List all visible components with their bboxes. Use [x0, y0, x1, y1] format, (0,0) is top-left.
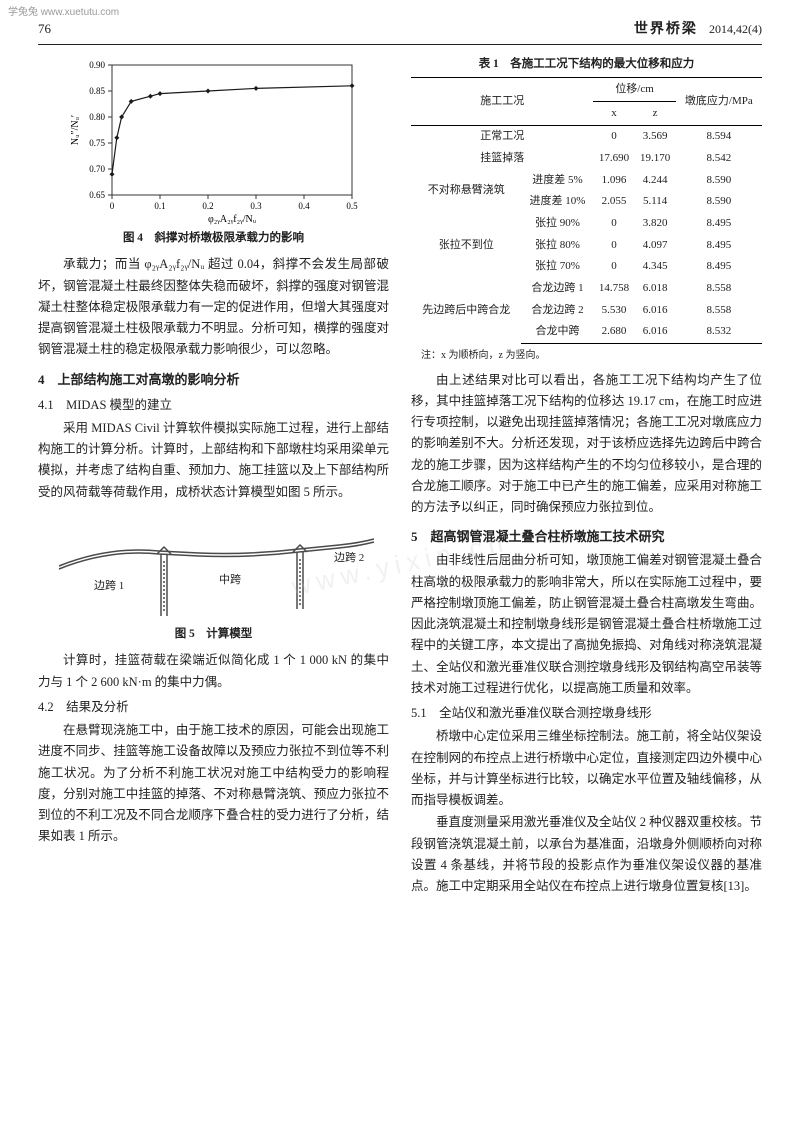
header: 76 世界桥梁 2014,42(4): [38, 18, 762, 45]
cell-s: 8.542: [676, 147, 762, 169]
svg-text:0.75: 0.75: [89, 138, 105, 148]
watermark-top: 学兔兔 www.xuetutu.com: [8, 4, 119, 21]
table-row: 张拉不到位张拉 90%03.8208.495: [411, 212, 762, 234]
section-4-head: 4 上部结构施工对高墩的影响分析: [38, 369, 389, 391]
table1-caption: 表 1 各施工工况下结构的最大位移和应力: [411, 55, 762, 75]
th-z: z: [635, 102, 676, 126]
svg-text:0.70: 0.70: [89, 164, 105, 174]
cell-z: 6.016: [635, 299, 676, 321]
cell-z: 3.569: [635, 125, 676, 147]
cell-z: 6.018: [635, 278, 676, 300]
left-column: 0.65 0.70 0.75 0.80 0.85 0.90 0 0.1 0.2 0.3 0.4 0.5…: [38, 55, 389, 899]
cell-cond: 进度差 10%: [521, 191, 593, 213]
cell-x: 5.530: [593, 299, 634, 321]
cell-cond: 合龙边跨 2: [521, 299, 593, 321]
cell-s: 8.495: [676, 212, 762, 234]
table-row: 先边跨后中跨合龙合龙边跨 114.7586.0188.558: [411, 278, 762, 300]
cell-cond: 正常工况: [411, 125, 593, 147]
cell-s: 8.495: [676, 256, 762, 278]
svg-text:0.5: 0.5: [346, 201, 358, 211]
page-number: 76: [38, 18, 51, 40]
section-5-head: 5 超高钢管混凝土叠合柱桥墩施工技术研究: [411, 526, 762, 548]
cell-cond: 张拉 90%: [521, 212, 593, 234]
svg-text:0.80: 0.80: [89, 112, 105, 122]
journal-title: 世界桥梁: [634, 22, 698, 37]
fig5-caption: 图 5 计算模型: [38, 625, 389, 645]
svg-text:0.65: 0.65: [89, 190, 105, 200]
figure-5-bridge: 边跨 1 中跨 边跨 2: [49, 511, 379, 621]
cell-z: 4.244: [635, 169, 676, 191]
label-mid-span: 中跨: [219, 573, 241, 586]
cell-x: 17.690: [593, 147, 634, 169]
cell-cond: 挂篮掉落: [411, 147, 593, 169]
svg-text:0: 0: [109, 201, 114, 211]
cell-z: 6.016: [635, 321, 676, 343]
th-x: x: [593, 102, 634, 126]
cell-s: 8.590: [676, 169, 762, 191]
label-left-span: 边跨 1: [94, 579, 124, 592]
cell-s: 8.558: [676, 278, 762, 300]
cell-cond: 张拉 70%: [521, 256, 593, 278]
cell-cond: 合龙边跨 1: [521, 278, 593, 300]
svg-text:Nᵤ″/Nᵤ′: Nᵤ″/Nᵤ′: [70, 115, 81, 145]
figure-4: 0.65 0.70 0.75 0.80 0.85 0.90 0 0.1 0.2 0.3 0.4 0.5…: [38, 55, 389, 249]
table1-note: 注：x 为顺桥向，z 为竖向。: [411, 347, 762, 364]
svg-text:0.2: 0.2: [202, 201, 213, 211]
para-hanger-load: 计算时，挂篮荷载在梁端近似简化成 1 个 1 000 kN 的集中力与 1 个 …: [38, 650, 389, 693]
table-row: 不对称悬臂浇筑进度差 5%1.0964.2448.590: [411, 169, 762, 191]
two-column-layout: 0.65 0.70 0.75 0.80 0.85 0.90 0 0.1 0.2 0.3 0.4 0.5…: [38, 55, 762, 899]
table-1: 施工工况 位移/cm 墩底应力/MPa x z 正常工况03.5698.594挂…: [411, 77, 762, 343]
table-row-group: 张拉不到位: [411, 212, 521, 277]
svg-text:φ₂ᵧA₂ᵧf₂ᵧ/Nᵤ: φ₂ᵧA₂ᵧf₂ᵧ/Nᵤ: [207, 214, 256, 225]
cell-x: 0: [593, 256, 634, 278]
table-row-group: 不对称悬臂浇筑: [411, 169, 521, 212]
svg-text:0.3: 0.3: [250, 201, 262, 211]
svg-text:0.1: 0.1: [154, 201, 165, 211]
para-nonlinear: 由非线性后屈曲分析可知，墩顶施工偏差对钢管混凝土叠合柱高墩的极限承载力的影响非常…: [411, 550, 762, 699]
svg-text:0.90: 0.90: [89, 60, 105, 70]
section-4-1-head: 4.1 MIDAS 模型的建立: [38, 395, 389, 416]
cell-s: 8.594: [676, 125, 762, 147]
th-condition: 施工工况: [411, 78, 593, 125]
cell-s: 8.590: [676, 191, 762, 213]
para-centering: 桥墩中心定位采用三维坐标控制法。施工前，将全站仪架设在控制网的布控点上进行桥墩中…: [411, 726, 762, 811]
cell-cond: 张拉 80%: [521, 234, 593, 256]
section-5-1-head: 5.1 全站仪和激光垂准仪联合测控墩身线形: [411, 703, 762, 724]
cell-cond: 进度差 5%: [521, 169, 593, 191]
right-column: 表 1 各施工工况下结构的最大位移和应力 施工工况 位移/cm 墩底应力/MPa…: [411, 55, 762, 899]
cell-z: 4.097: [635, 234, 676, 256]
th-stress: 墩底应力/MPa: [676, 78, 762, 125]
label-right-span: 边跨 2: [334, 551, 364, 564]
fig4-caption: 图 4 斜撑对桥墩极限承载力的影响: [38, 229, 389, 249]
section-4-2-head: 4.2 结果及分析: [38, 697, 389, 718]
cell-s: 8.532: [676, 321, 762, 343]
para-results: 在悬臂现浇施工中，由于施工技术的原因，可能会出现施工进度不同步、挂篮等施工设备故…: [38, 720, 389, 848]
cell-s: 8.558: [676, 299, 762, 321]
issue-info: 2014,42(4): [709, 22, 762, 36]
table-row: 挂篮掉落17.69019.1708.542: [411, 147, 762, 169]
cell-z: 19.170: [635, 147, 676, 169]
cell-z: 5.114: [635, 191, 676, 213]
cell-x: 2.055: [593, 191, 634, 213]
cell-cond: 合龙中跨: [521, 321, 593, 343]
cell-z: 3.820: [635, 212, 676, 234]
cell-x: 0: [593, 234, 634, 256]
cell-s: 8.495: [676, 234, 762, 256]
svg-text:0.85: 0.85: [89, 86, 105, 96]
svg-text:0.4: 0.4: [298, 201, 310, 211]
table-row-group: 先边跨后中跨合龙: [411, 278, 521, 344]
cell-z: 4.345: [635, 256, 676, 278]
cell-x: 14.758: [593, 278, 634, 300]
th-displacement: 位移/cm: [593, 78, 675, 102]
table-row: 正常工况03.5698.594: [411, 125, 762, 147]
cell-x: 2.680: [593, 321, 634, 343]
para-comparison: 由上述结果对比可以看出，各施工工况下结构均产生了位移，其中挂篮掉落工况下结构的位…: [411, 370, 762, 519]
cell-x: 0: [593, 125, 634, 147]
cell-x: 1.096: [593, 169, 634, 191]
fig4-chart: 0.65 0.70 0.75 0.80 0.85 0.90 0 0.1 0.2 0.3 0.4 0.5…: [64, 55, 364, 225]
para-midas: 采用 MIDAS Civil 计算软件模拟实际施工过程，进行上部结构施工的计算分…: [38, 418, 389, 503]
para-bearing-capacity: 承载力；而当 φ₂ᵧA₂ᵧf₂ᵧ/Nᵤ 超过 0.04，斜撑不会发生局部破坏，钢…: [38, 254, 389, 360]
cell-x: 0: [593, 212, 634, 234]
para-verticality: 垂直度测量采用激光垂准仪及全站仪 2 种仪器双重校核。节段钢管浇筑混凝土前，以承…: [411, 812, 762, 897]
